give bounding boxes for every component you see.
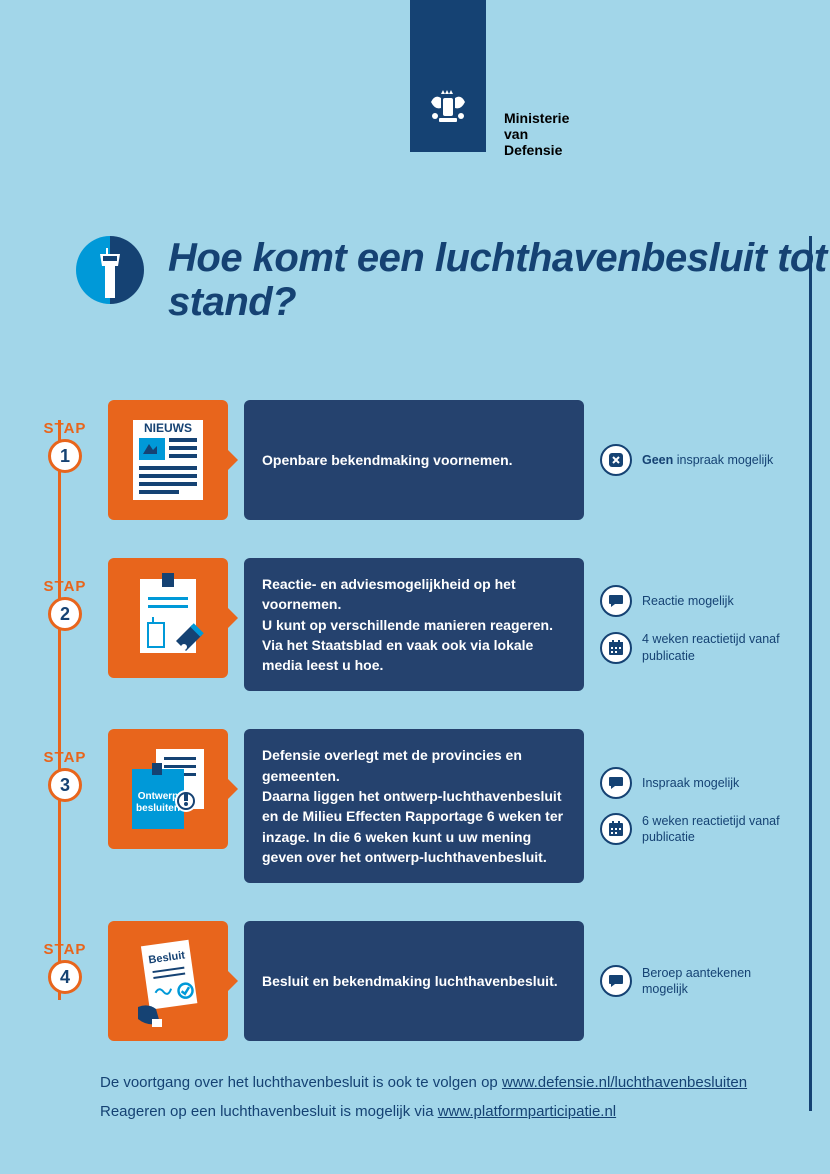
step-3: STAP 3 Ontwerp besluiten Defensie overle… bbox=[30, 729, 800, 883]
svg-text:besluiten: besluiten bbox=[136, 803, 180, 814]
chat-icon bbox=[600, 585, 632, 617]
right-divider bbox=[809, 236, 812, 1111]
decision-icon: Besluit bbox=[126, 935, 210, 1027]
no-icon bbox=[600, 444, 632, 476]
step-icon-card: Besluit bbox=[108, 921, 228, 1041]
step-number: 1 bbox=[48, 439, 82, 473]
header: Ministerie van Defensie bbox=[410, 0, 486, 152]
footer-text: Reageren op een luchthavenbesluit is mog… bbox=[100, 1103, 438, 1120]
step-icon-card: NIEUWS bbox=[108, 400, 228, 520]
step-notes: Reactie mogelijk 4 weken reactietijd van… bbox=[600, 585, 790, 664]
step-notes: Geen inspraak mogelijk bbox=[600, 444, 790, 476]
note: 6 weken reactietijd vanaf publicatie bbox=[600, 813, 790, 846]
step-icon-card bbox=[108, 558, 228, 678]
step-number: 2 bbox=[48, 597, 82, 631]
calendar-icon bbox=[600, 813, 632, 845]
note: Geen inspraak mogelijk bbox=[600, 444, 790, 476]
ministry-name: Ministerie van Defensie bbox=[504, 110, 569, 158]
step-label: STAP bbox=[44, 578, 87, 595]
step-description: Defensie overlegt met de provincies en g… bbox=[244, 729, 584, 883]
step-notes: Inspraak mogelijk 6 weken reactietijd va… bbox=[600, 767, 790, 846]
step-description: Openbare bekendmaking voornemen. bbox=[244, 400, 584, 520]
step-description: Reactie- en adviesmogelijkheid op het vo… bbox=[244, 558, 584, 691]
title-row: Hoe komt een luchthavenbesluit tot stand… bbox=[76, 236, 830, 324]
step-description: Besluit en bekendmaking luchthavenbeslui… bbox=[244, 921, 584, 1041]
page-title: Hoe komt een luchthavenbesluit tot stand… bbox=[168, 236, 830, 324]
news-icon: NIEUWS bbox=[129, 416, 207, 504]
document-write-icon bbox=[128, 573, 208, 663]
step-label: STAP bbox=[44, 420, 87, 437]
note: Beroep aantekenen mogelijk bbox=[600, 965, 790, 998]
step-1: STAP 1 NIEUWS Openbare bekendmaking voor… bbox=[30, 400, 800, 520]
step-notes: Beroep aantekenen mogelijk bbox=[600, 965, 790, 998]
step-2: STAP 2 Reactie- en adviesmogelijkheid op… bbox=[30, 558, 800, 691]
chat-icon bbox=[600, 767, 632, 799]
note: Reactie mogelijk bbox=[600, 585, 790, 617]
svg-text:Ontwerp: Ontwerp bbox=[138, 791, 179, 802]
design-doc-icon: Ontwerp besluiten bbox=[124, 743, 212, 835]
step-label: STAP bbox=[44, 749, 87, 766]
step-number: 3 bbox=[48, 768, 82, 802]
steps-container: STAP 1 NIEUWS Openbare bekendmaking voor… bbox=[30, 400, 800, 1041]
chat-icon bbox=[600, 965, 632, 997]
logo-ribbon bbox=[410, 0, 486, 152]
coat-of-arms-icon bbox=[421, 86, 475, 140]
footer: De voortgang over het luchthavenbesluit … bbox=[100, 1069, 747, 1126]
step-number: 4 bbox=[48, 960, 82, 994]
note: 4 weken reactietijd vanaf publicatie bbox=[600, 631, 790, 664]
tower-icon bbox=[76, 236, 144, 304]
svg-text:NIEUWS: NIEUWS bbox=[144, 421, 192, 435]
step-icon-card: Ontwerp besluiten bbox=[108, 729, 228, 849]
footer-text: De voortgang over het luchthavenbesluit … bbox=[100, 1074, 502, 1091]
note: Inspraak mogelijk bbox=[600, 767, 790, 799]
calendar-icon bbox=[600, 632, 632, 664]
footer-link-2[interactable]: www.platformparticipatie.nl bbox=[438, 1103, 616, 1120]
step-4: STAP 4 Besluit Besluit en bekendmaking l… bbox=[30, 921, 800, 1041]
step-label: STAP bbox=[44, 941, 87, 958]
footer-link-1[interactable]: www.defensie.nl/luchthavenbesluiten bbox=[502, 1074, 747, 1091]
